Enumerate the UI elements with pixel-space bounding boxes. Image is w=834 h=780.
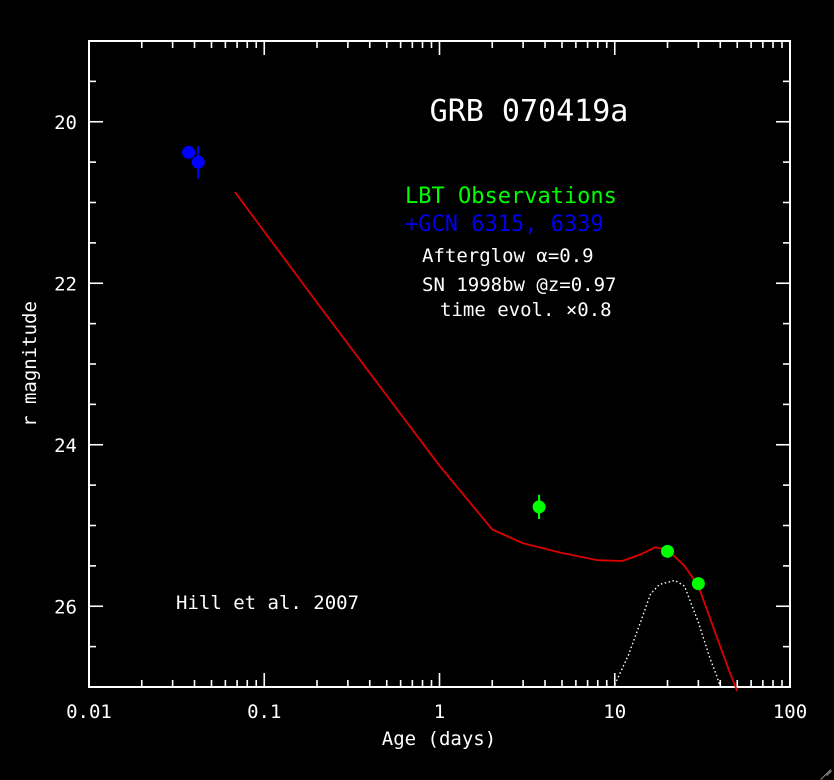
- axis-ticks: [88, 40, 790, 688]
- y-axis-label: r magnitude: [19, 301, 41, 427]
- data-point: [532, 500, 546, 514]
- x-tick-label: 1: [434, 701, 445, 723]
- chart-title: GRB 070419a: [430, 94, 629, 129]
- data-point: [191, 155, 205, 169]
- x-tick-label: 0.1: [247, 701, 281, 723]
- sn-template-curve: [614, 579, 721, 688]
- annotation-time-evol: time evol. ×0.8: [440, 299, 612, 321]
- x-tick-label: 10: [603, 701, 626, 723]
- y-tick-label: 20: [54, 112, 77, 134]
- legend-lbt: LBT Observations: [405, 184, 617, 209]
- x-tick-label: 100: [773, 701, 807, 723]
- model-curve: [234, 191, 739, 692]
- legend-gcn: +GCN 6315, 6339: [405, 212, 604, 237]
- curves: [234, 191, 739, 692]
- tick-labels: 0.01 0.1 1 10 100 20 22 24 26: [54, 112, 807, 723]
- x-tick-label: 0.01: [66, 701, 112, 723]
- x-axis-label: Age (days): [382, 728, 496, 750]
- data-points: [182, 145, 705, 591]
- data-point: [182, 145, 196, 159]
- y-tick-label: 24: [54, 435, 77, 457]
- y-tick-label: 26: [54, 596, 77, 618]
- annotation-afterglow: Afterglow α=0.9: [422, 245, 594, 267]
- resize-grip[interactable]: [818, 757, 834, 773]
- data-point: [661, 544, 675, 558]
- data-point: [691, 577, 705, 591]
- annotation-sn: SN 1998bw @z=0.97: [422, 274, 616, 296]
- plot-frame: [88, 40, 791, 688]
- y-tick-label: 22: [54, 273, 77, 295]
- credit-label: Hill et al. 2007: [176, 592, 359, 614]
